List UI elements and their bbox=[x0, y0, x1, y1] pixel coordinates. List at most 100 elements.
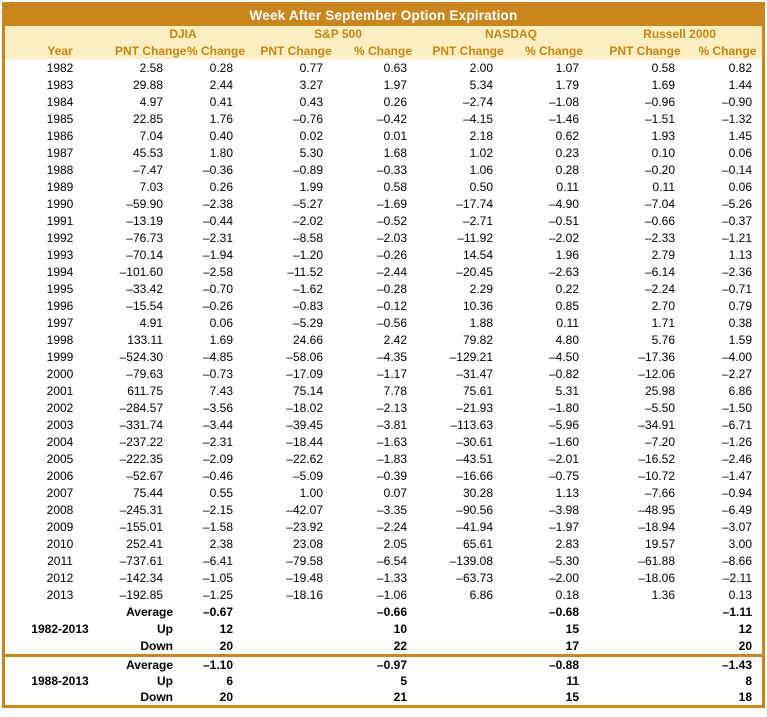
table-row: 1993 –70.14 –1.94 –1.20 –0.26 14.54 1.96 2.79 1.… bbox=[5, 246, 763, 263]
value-cell: 14.54 bbox=[462, 247, 493, 262]
value-cell: –0.83 bbox=[292, 298, 323, 313]
value-cell: 25.98 bbox=[644, 383, 676, 398]
value-cell: –42.07 bbox=[286, 502, 323, 517]
value-cell: –48.95 bbox=[638, 502, 676, 517]
summary-label-cell: Down bbox=[140, 690, 173, 704]
value-cell: –17.74 bbox=[456, 196, 493, 211]
value-cell: –0.82 bbox=[548, 366, 580, 381]
value-cell: –1.50 bbox=[721, 400, 753, 415]
value-cell: 2.70 bbox=[651, 298, 676, 313]
value-cell: 611.75 bbox=[127, 383, 163, 398]
table-row: 1984 4.97 0.41 0.43 0.26 –2.74 –1.08 –0.96 –0.90 bbox=[5, 93, 763, 110]
value-cell: –0.28 bbox=[376, 281, 407, 296]
value-cell: –0.52 bbox=[376, 213, 407, 228]
year-cell: 1988 bbox=[46, 162, 74, 177]
summary-value-cell: 10 bbox=[393, 621, 407, 636]
value-cell: –737.61 bbox=[119, 553, 163, 568]
value-cell: –5.50 bbox=[644, 400, 676, 415]
value-cell: 0.01 bbox=[383, 128, 407, 143]
value-cell: 1.59 bbox=[728, 332, 753, 347]
value-cell: –0.90 bbox=[721, 94, 753, 109]
table-title: Week After September Option Expiration bbox=[5, 5, 762, 26]
value-cell: –284.57 bbox=[119, 400, 163, 415]
value-cell: 5.30 bbox=[299, 145, 323, 160]
value-cell: 0.63 bbox=[383, 60, 407, 75]
summary-1988-2013-body: Average –1.10 –0.97 –0.88 –1.43 1988-2013 Up 6 5… bbox=[5, 657, 762, 705]
value-cell: 4.91 bbox=[139, 315, 163, 330]
year-cell: 2008 bbox=[46, 502, 74, 517]
sub-column-header: PNT Change bbox=[609, 43, 681, 58]
value-cell: 75.61 bbox=[462, 383, 493, 398]
value-cell: –34.91 bbox=[638, 417, 676, 432]
value-cell: 0.58 bbox=[651, 60, 676, 75]
value-cell: 1.88 bbox=[469, 315, 493, 330]
value-cell: 1.13 bbox=[728, 247, 753, 262]
value-cell: –1.83 bbox=[376, 451, 407, 466]
table-row: 2011 –737.61 –6.41 –79.58 –6.54 –139.08 –5.30 –… bbox=[5, 552, 763, 569]
year-cell: 2000 bbox=[46, 366, 74, 381]
value-cell: –22.62 bbox=[286, 451, 323, 466]
summary-table-1988-2013: Average –1.10 –0.97 –0.88 –1.43 1988-2013 Up 6 5… bbox=[5, 657, 762, 705]
value-cell: –0.70 bbox=[202, 281, 233, 296]
year-cell: 1983 bbox=[46, 77, 74, 92]
value-cell: –0.39 bbox=[376, 468, 407, 483]
value-cell: –7.20 bbox=[644, 434, 676, 449]
value-cell: –5.27 bbox=[292, 196, 323, 211]
table-row: 1990 –59.90 –2.38 –5.27 –1.69 –17.74 –4.90 –7.0… bbox=[5, 195, 763, 212]
value-cell: 2.18 bbox=[469, 128, 493, 143]
value-cell: –3.07 bbox=[721, 519, 753, 534]
value-cell: –1.97 bbox=[548, 519, 580, 534]
value-cell: –0.26 bbox=[202, 298, 233, 313]
value-cell: 2.44 bbox=[209, 77, 233, 92]
sub-column-header: % Change bbox=[525, 43, 584, 58]
summary-value-cell: –0.67 bbox=[202, 604, 233, 619]
value-cell: –155.01 bbox=[119, 519, 163, 534]
value-cell: 1.96 bbox=[555, 247, 580, 262]
summary-label-cell: Down bbox=[140, 638, 173, 653]
value-cell: 0.62 bbox=[555, 128, 580, 143]
value-cell: –1.32 bbox=[721, 111, 753, 126]
year-cell: 2001 bbox=[46, 383, 74, 398]
year-cell: 1987 bbox=[46, 145, 74, 160]
value-cell: –30.61 bbox=[456, 434, 493, 449]
year-cell: 1984 bbox=[46, 94, 74, 109]
value-cell: –10.72 bbox=[638, 468, 676, 483]
summary-period-cell bbox=[5, 657, 115, 673]
year-cell: 1986 bbox=[46, 128, 74, 143]
value-cell: –33.42 bbox=[126, 281, 163, 296]
table-row: 2013 –192.85 –1.25 –18.16 –1.06 6.86 0.18 1.36 0… bbox=[5, 586, 763, 603]
table-row: 1992 –76.73 –2.31 –8.58 –2.03 –11.92 –2.02 –2.3… bbox=[5, 229, 763, 246]
year-cell: 2011 bbox=[47, 553, 73, 568]
summary-value-cell: 21 bbox=[393, 690, 407, 704]
summary-empty-cell bbox=[251, 637, 341, 654]
value-cell: –2.58 bbox=[202, 264, 233, 279]
table-row: 1989 7.03 0.26 1.99 0.58 0.50 0.11 0.11 0.06 bbox=[5, 178, 763, 195]
main-table-body: 1982 2.58 0.28 0.77 0.63 2.00 1.07 0.58 0.82 1983… bbox=[5, 59, 763, 654]
value-cell: –52.67 bbox=[126, 468, 163, 483]
summary-value-cell: 20 bbox=[219, 638, 233, 653]
value-cell: –0.94 bbox=[721, 485, 753, 500]
value-cell: –59.90 bbox=[126, 196, 163, 211]
value-cell: –20.45 bbox=[456, 264, 493, 279]
value-cell: 0.23 bbox=[555, 145, 580, 160]
year-cell: 1993 bbox=[46, 247, 74, 262]
sub-column-header: % Change bbox=[698, 43, 757, 58]
table-row: 2003 –331.74 –3.44 –39.45 –3.81 –113.63 –5.96 –… bbox=[5, 416, 763, 433]
summary-row-1988-2013: Down 20 21 15 18 bbox=[5, 689, 762, 705]
value-cell: –90.56 bbox=[456, 502, 493, 517]
summary-period-cell bbox=[5, 603, 115, 620]
value-cell: –11.92 bbox=[457, 230, 493, 245]
value-cell: –113.63 bbox=[450, 417, 494, 432]
summary-value-cell: 12 bbox=[738, 621, 753, 636]
year-column-spacer bbox=[5, 26, 115, 42]
value-cell: 1.79 bbox=[555, 77, 580, 92]
value-cell: 0.02 bbox=[299, 128, 323, 143]
value-cell: –0.51 bbox=[548, 213, 580, 228]
value-cell: 5.76 bbox=[651, 332, 676, 347]
table-row: 2012 –142.34 –1.05 –19.48 –1.33 –63.73 –2.00 –1… bbox=[5, 569, 763, 586]
value-cell: –6.49 bbox=[721, 502, 753, 517]
year-cell: 1999 bbox=[46, 349, 74, 364]
year-cell: 1982 bbox=[46, 60, 74, 75]
value-cell: –3.81 bbox=[376, 417, 407, 432]
value-cell: 0.06 bbox=[209, 315, 233, 330]
